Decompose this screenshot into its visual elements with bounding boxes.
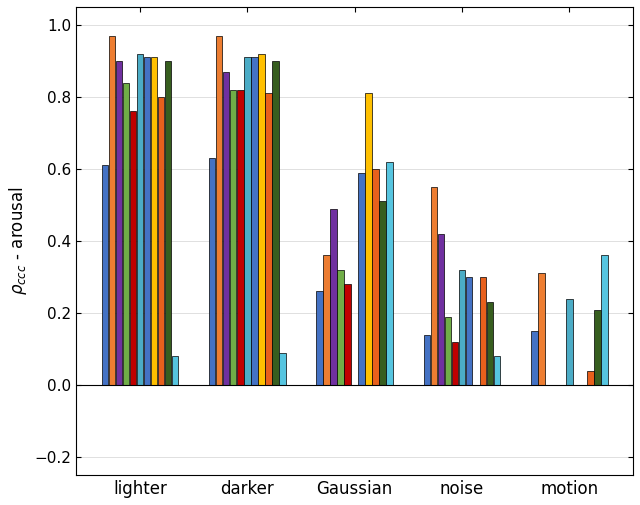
Bar xyxy=(487,302,493,385)
Bar xyxy=(216,36,223,385)
Bar xyxy=(344,284,351,385)
Bar xyxy=(251,58,257,385)
Bar xyxy=(431,187,437,385)
Bar xyxy=(445,317,451,385)
Bar xyxy=(265,93,271,385)
Bar xyxy=(258,54,264,385)
Bar xyxy=(244,58,250,385)
Bar xyxy=(164,61,172,385)
Bar xyxy=(438,234,444,385)
Bar xyxy=(116,61,122,385)
Bar xyxy=(538,274,545,385)
Bar xyxy=(459,270,465,385)
Bar xyxy=(323,256,330,385)
Bar xyxy=(387,162,393,385)
Bar xyxy=(150,58,157,385)
Bar xyxy=(316,291,323,385)
Bar xyxy=(494,357,500,385)
Bar xyxy=(279,352,285,385)
Bar xyxy=(531,331,538,385)
Bar xyxy=(209,158,216,385)
Bar xyxy=(330,209,337,385)
Bar xyxy=(143,58,150,385)
Bar xyxy=(109,36,115,385)
Bar xyxy=(466,277,472,385)
Bar xyxy=(424,335,430,385)
Bar xyxy=(587,371,594,385)
Bar xyxy=(272,61,278,385)
Y-axis label: $\rho_{ccc}$ - arousal: $\rho_{ccc}$ - arousal xyxy=(7,187,29,295)
Bar xyxy=(172,357,178,385)
Bar xyxy=(337,270,344,385)
Bar xyxy=(566,298,573,385)
Bar xyxy=(380,201,386,385)
Bar xyxy=(102,166,108,385)
Bar xyxy=(358,173,365,385)
Bar xyxy=(594,310,601,385)
Bar xyxy=(157,97,164,385)
Bar xyxy=(452,342,458,385)
Bar xyxy=(130,112,136,385)
Bar xyxy=(237,90,243,385)
Bar xyxy=(136,54,143,385)
Bar xyxy=(480,277,486,385)
Bar xyxy=(372,169,379,385)
Bar xyxy=(223,72,230,385)
Bar xyxy=(365,93,372,385)
Bar xyxy=(123,83,129,385)
Bar xyxy=(601,256,608,385)
Bar xyxy=(230,90,237,385)
